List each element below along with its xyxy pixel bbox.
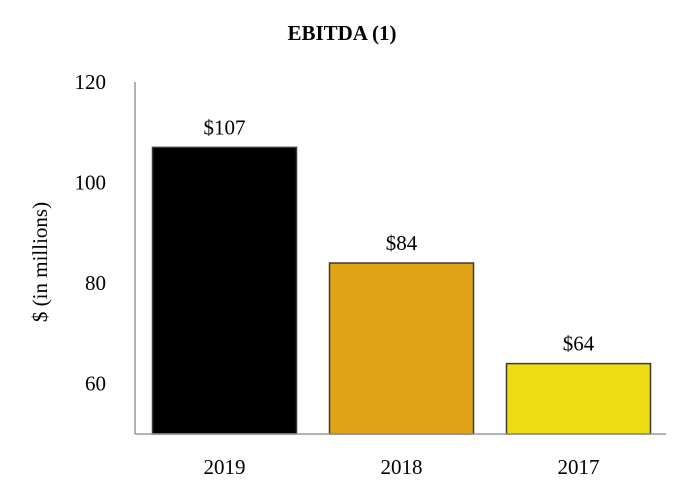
y-axis-label: $ (in millions) — [28, 202, 52, 322]
y-tick-label: 100 — [75, 171, 107, 195]
x-axis-labels: 2019 2018 2017 — [204, 455, 600, 479]
value-label-2018: $84 — [386, 231, 418, 255]
y-axis-ticks: 60 80 100 120 — [75, 70, 107, 396]
bar-2017 — [505, 362, 652, 435]
x-tick-label-2018: 2018 — [381, 455, 423, 479]
y-tick-label: 80 — [85, 271, 106, 295]
value-label-2019: $107 — [204, 115, 246, 139]
chart-title: EBITDA (1) — [287, 21, 396, 45]
bars — [151, 146, 652, 435]
value-labels: $107 $84 $64 — [204, 115, 595, 355]
bar-2019 — [151, 146, 298, 435]
value-label-2017: $64 — [563, 332, 595, 356]
y-tick-label: 120 — [75, 70, 107, 94]
bar-2018 — [328, 262, 475, 435]
y-tick-label: 60 — [85, 372, 106, 396]
x-tick-label-2017: 2017 — [558, 455, 600, 479]
x-tick-label-2019: 2019 — [204, 455, 246, 479]
